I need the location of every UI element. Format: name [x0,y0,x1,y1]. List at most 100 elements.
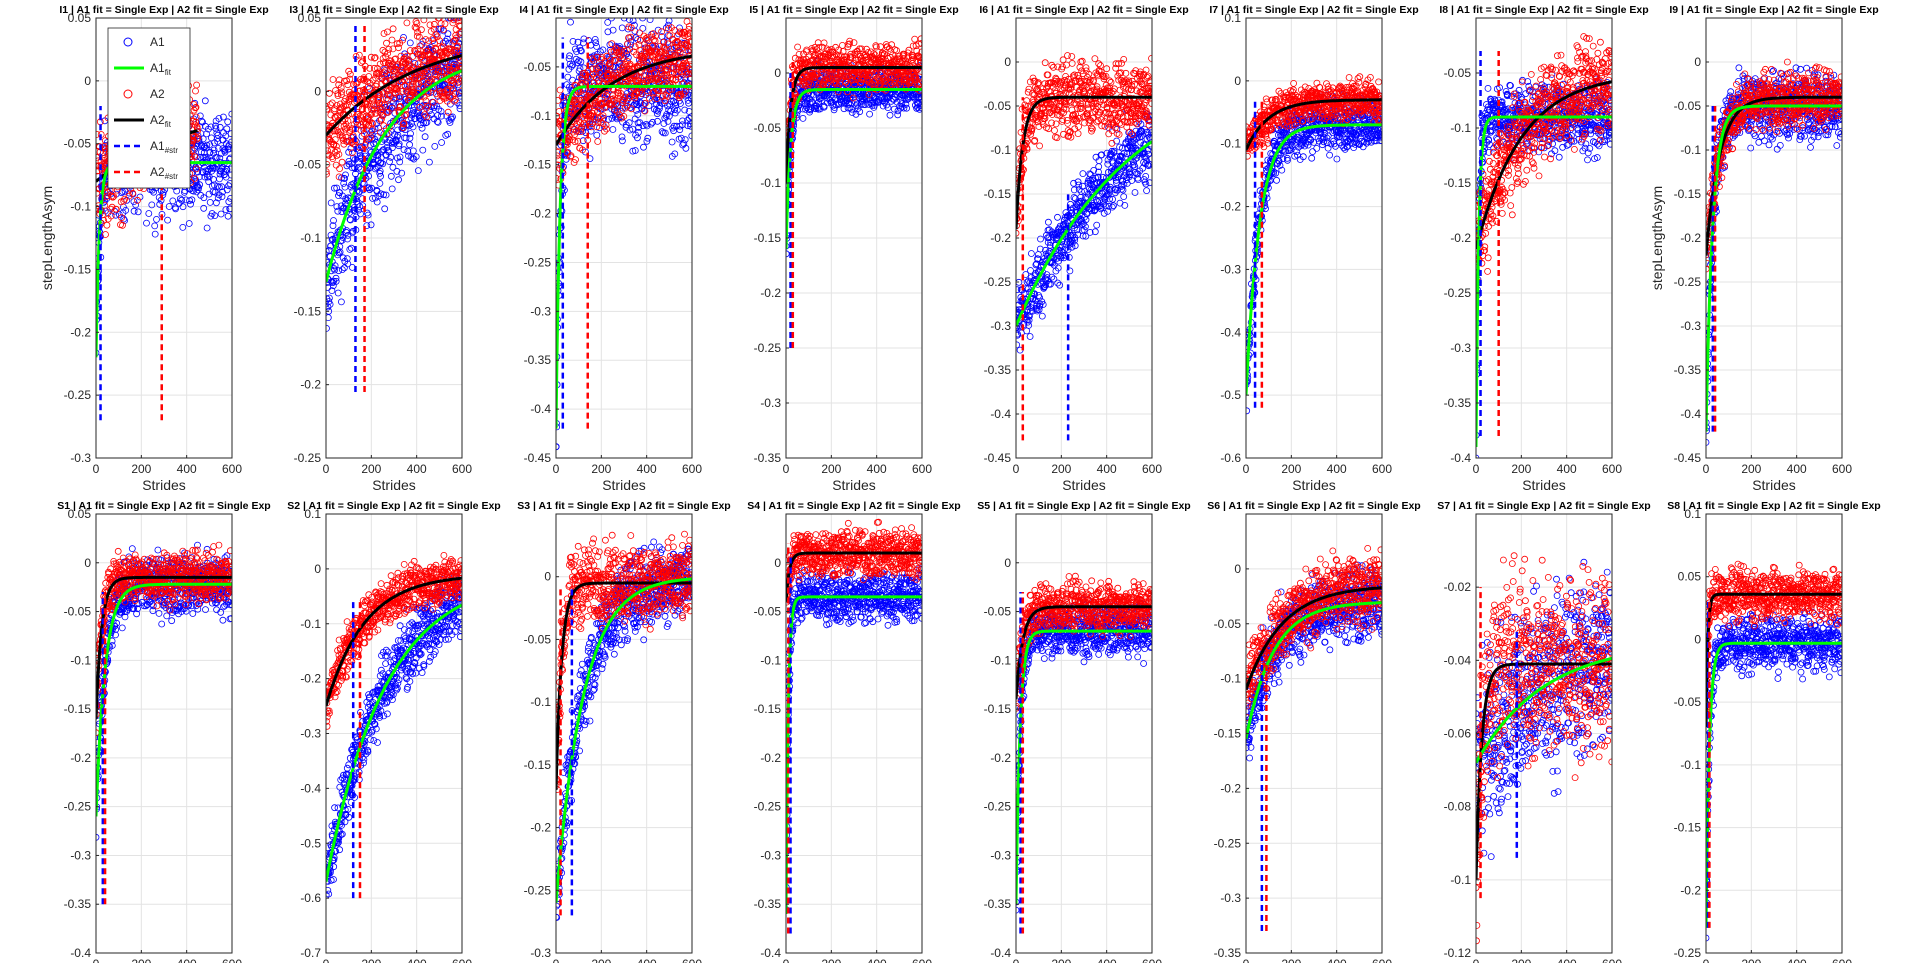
A2-point [824,75,832,82]
A1-point [130,207,138,215]
A2-point [335,76,343,84]
A2-point [326,136,334,144]
series-A2-points [556,18,692,189]
A1-point [1037,235,1044,243]
A1-point [134,208,142,216]
A1-point [211,164,219,172]
A1-point [203,224,211,232]
A1-point [664,118,672,125]
y-tick-label: 0 [314,84,321,98]
A2-point [395,44,402,52]
A2-point [388,104,396,112]
A1-point [356,203,364,210]
A1-point [329,222,337,230]
A1-point [644,134,652,142]
A2-point [421,111,429,118]
A1-point [401,50,409,58]
A1-point [227,195,232,202]
A1-point [861,94,869,102]
A1-point [373,187,381,195]
A1-point [649,118,656,126]
A1-point [592,39,600,47]
A2-point [401,60,409,68]
A1-point [224,212,232,220]
A2-point [677,91,685,98]
A1-point [396,153,404,161]
A2-point [652,32,659,40]
A2-point [643,34,651,42]
A2-point [346,70,354,78]
A2-point [416,103,424,111]
subplot-title: I1 | A1 fit = Single Exp | A2 fit = Sing… [59,4,268,16]
A2-point [109,193,117,201]
A2-point [191,121,199,129]
A2-point [820,39,828,47]
A1-point [443,35,451,43]
A1-point [599,46,607,54]
A1-point [200,194,208,202]
A1-point [206,148,214,156]
A1-point [438,139,446,146]
A2-point [600,91,607,98]
A2-point [108,203,116,211]
y-tick-label: -0.4 [530,402,551,416]
A1-point [917,102,922,109]
A1-point [218,193,226,201]
A2-point [641,107,649,115]
A2-point [194,134,202,142]
A1-point [917,93,922,101]
A2-point [417,26,425,34]
A1-point [126,189,133,197]
A1-point [347,216,354,224]
A2-point [811,51,819,58]
A2-point [911,35,919,43]
A2-point [795,51,803,58]
A2-point [444,88,452,95]
y-tick-label: -0.2 [760,286,781,300]
A1-point [213,154,221,161]
A1-point [1016,330,1021,338]
x-tick-label: 200 [821,462,841,476]
A1-point [225,141,232,149]
A2-point [377,106,385,113]
A2-point [398,59,406,67]
A1-point [1036,302,1044,310]
A2-point [646,52,654,60]
x-tick-label: 600 [912,462,932,476]
A2-point [455,30,462,37]
A2-point [376,60,384,68]
A2-point [556,97,562,104]
A2-point [603,125,610,133]
A1-point [223,125,231,133]
A1-point [856,108,864,116]
A2-point [381,101,388,109]
A1-point [456,105,462,113]
A1-point [667,45,675,53]
A2-point [389,25,397,33]
A2-point [676,49,684,56]
A1-point [1039,301,1047,308]
A1-point [222,206,230,214]
y-tick-label: -0.3 [70,451,91,465]
A1-point [600,123,608,131]
A1-point [377,190,385,198]
A2-point [579,146,586,154]
A1-point [618,133,626,141]
A2-point [191,104,199,112]
A1-point [631,147,639,154]
A2-point [336,165,344,173]
A2-point [387,57,395,65]
A2-point [599,120,607,127]
A1-point [218,183,226,191]
x-tick-label: 200 [591,462,611,476]
A2-point [917,35,922,43]
A2-point [905,46,913,54]
A1-point [646,18,654,23]
A2-point [338,158,346,166]
A2-point [335,173,343,181]
A1-point [402,134,410,142]
A2-point [401,83,409,90]
A1-point [377,172,385,180]
A1-point [593,43,600,50]
